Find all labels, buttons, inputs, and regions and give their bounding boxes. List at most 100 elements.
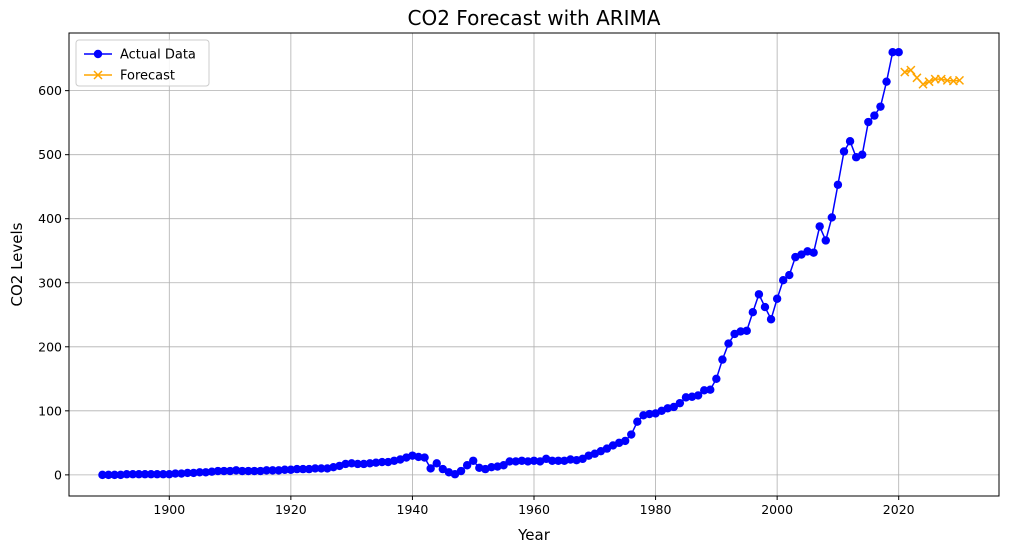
data-point-actual-data (772, 294, 782, 303)
data-point-actual-data (177, 469, 186, 478)
data-point-actual-data (712, 374, 721, 384)
data-point-actual-data (104, 470, 113, 480)
data-point-actual-data (633, 417, 642, 426)
data-point-actual-data (742, 326, 751, 335)
legend-marker-forecast (93, 70, 103, 80)
data-point-actual-data (870, 111, 879, 120)
data-point-actual-data (207, 467, 217, 476)
data-point-actual-data (122, 470, 131, 479)
data-point-actual-data (529, 456, 539, 465)
data-point-actual-data (159, 470, 168, 479)
x-tick-label: 2020 (883, 502, 915, 517)
data-point-actual-data (487, 462, 496, 472)
data-point-actual-data (280, 465, 289, 474)
data-point-actual-data (669, 402, 679, 412)
legend-label-actual-data: Actual Data (120, 48, 196, 63)
data-point-actual-data (706, 385, 715, 394)
data-point-actual-data (225, 466, 235, 476)
data-point-actual-data (523, 457, 533, 466)
legend-label-forecast: Forecast (120, 69, 175, 84)
data-point-actual-data (371, 458, 381, 467)
data-point-actual-data (195, 468, 204, 477)
data-point-actual-data (183, 468, 192, 478)
x-tick-label: 1960 (518, 502, 550, 517)
x-tick-label: 1920 (275, 502, 307, 517)
ticks: 1900 1920 1940 1960 1980 2000 2020 0 100 200 300 40… (38, 83, 915, 517)
series-actual-data (98, 48, 903, 480)
data-point-actual-data (426, 464, 435, 473)
data-point-actual-data (274, 466, 283, 475)
data-point-forecast (906, 65, 916, 75)
data-point-actual-data (347, 459, 356, 468)
y-tick-label: 0 (54, 467, 62, 482)
y-tick-label: 200 (38, 339, 62, 354)
data-point-actual-data (815, 222, 824, 231)
data-point-actual-data (317, 464, 326, 473)
y-tick-label: 300 (38, 275, 62, 290)
data-point-actual-data (268, 466, 277, 475)
x-tick-label: 2000 (761, 502, 793, 517)
data-point-actual-data (116, 470, 125, 480)
data-point-actual-data (821, 236, 830, 245)
data-point-actual-data (748, 308, 758, 317)
y-tick-label: 500 (38, 147, 62, 162)
data-point-actual-data (724, 339, 733, 348)
data-point-actual-data (456, 466, 466, 476)
x-tick-label: 1980 (640, 502, 672, 517)
data-point-forecast (954, 75, 965, 85)
chart-title: CO2 Forecast with ARIMA (408, 6, 661, 30)
data-point-actual-data (250, 466, 259, 476)
data-point-actual-data (219, 466, 229, 476)
data-point-actual-data (152, 470, 162, 479)
x-tick-label: 1900 (153, 502, 185, 517)
data-point-actual-data (231, 466, 241, 475)
data-point-actual-data (888, 48, 897, 57)
data-point-actual-data (766, 315, 776, 324)
data-point-actual-data (128, 470, 138, 479)
data-point-actual-data (845, 137, 855, 146)
data-point-actual-data (365, 459, 375, 468)
data-point-forecast (924, 77, 934, 87)
data-point-actual-data (499, 461, 508, 470)
data-point-actual-data (238, 466, 247, 476)
data-point-actual-data (627, 430, 636, 439)
data-point-actual-data (341, 459, 350, 469)
data-point-actual-data (353, 459, 362, 469)
data-point-actual-data (292, 464, 302, 474)
data-point-actual-data (414, 452, 423, 462)
data-point-actual-data (420, 453, 429, 462)
data-point-actual-data (882, 77, 891, 86)
x-tick-label: 1940 (397, 502, 429, 517)
data-point-actual-data (244, 466, 253, 476)
y-tick-label: 400 (38, 211, 62, 226)
data-point-actual-data (548, 456, 557, 465)
data-point-actual-data (554, 456, 563, 465)
data-point-actual-data (876, 102, 885, 111)
data-point-actual-data (809, 248, 818, 257)
data-point-actual-data (189, 468, 198, 478)
data-point-actual-data (359, 459, 369, 469)
data-point-actual-data (827, 213, 837, 222)
data-point-actual-data (140, 470, 150, 479)
data-point-actual-data (469, 456, 478, 465)
data-point-actual-data (213, 466, 223, 476)
data-point-actual-data (286, 465, 296, 474)
data-point-actual-data (517, 456, 527, 465)
data-point-actual-data (754, 290, 764, 299)
data-point-actual-data (699, 386, 709, 395)
data-point-forecast (900, 67, 910, 77)
data-point-actual-data (718, 355, 727, 364)
data-point-actual-data (675, 398, 685, 408)
x-axis-label: Year (517, 526, 551, 544)
data-point-actual-data (165, 470, 174, 479)
data-point-actual-data (693, 391, 703, 400)
y-axis-label: CO2 Levels (8, 222, 26, 306)
data-point-actual-data (858, 150, 867, 159)
y-tick-label: 600 (38, 83, 62, 98)
data-point-actual-data (134, 470, 144, 479)
data-point-actual-data (511, 457, 520, 466)
legend: Actual Data Forecast (75, 39, 210, 87)
data-point-actual-data (110, 470, 119, 480)
